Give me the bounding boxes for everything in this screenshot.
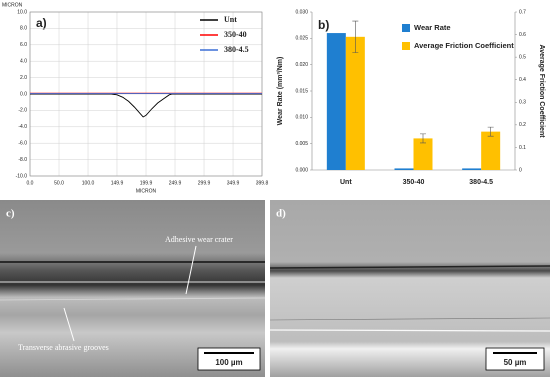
- x-tick-label: 299.9: [198, 180, 211, 186]
- sem-background: [0, 200, 265, 377]
- y2-tick-label: 0.3: [519, 100, 526, 106]
- y2-tick-label: 0.6: [519, 32, 526, 38]
- x-tick-label: 149.9: [111, 180, 124, 186]
- x-tick-label: 349.9: [227, 180, 240, 186]
- groove: [269, 317, 550, 321]
- x-tick-label: Unt: [340, 179, 352, 186]
- y-tick-label: 0.000: [295, 167, 308, 173]
- y2-tick-label: 0.1: [519, 145, 526, 151]
- y-tick-label: -4.0: [18, 124, 27, 130]
- y2-tick-label: 0.4: [519, 77, 526, 83]
- y-tick-label: 2.0: [20, 75, 27, 81]
- sem-image-d: d) 50 µm: [269, 200, 550, 377]
- legend-label: Unt: [224, 15, 237, 24]
- y-tick-label: 0.025: [295, 36, 308, 42]
- error-bar: [487, 126, 494, 137]
- y2-tick-label: 0.2: [519, 122, 526, 128]
- y-tick-label: 4.0: [20, 59, 27, 65]
- y-tick-label: -10.0: [16, 173, 28, 179]
- sem-image-c: c) Adhesive wear crater Transverse abras…: [0, 200, 266, 377]
- legend-label: 350-40: [224, 30, 247, 39]
- x-tick-label: 0.0: [27, 180, 34, 186]
- scale-bar-label: 100 µm: [215, 358, 242, 367]
- scale-bar-label: 50 µm: [504, 358, 527, 367]
- y-tick-label: -6.0: [18, 141, 27, 147]
- y2-tick-label: 0: [519, 167, 522, 173]
- groove: [269, 329, 550, 332]
- y-tick-label: 0.015: [295, 88, 308, 94]
- y-tick-label: -8.0: [18, 157, 27, 163]
- x-tick-label: 350-40: [403, 179, 425, 186]
- x-axis-label: MICRON: [136, 188, 157, 194]
- legend-swatch: [402, 42, 410, 50]
- x-tick-label: 249.9: [169, 180, 182, 186]
- y-tick-label: 0.010: [295, 115, 308, 121]
- panel-label: c): [6, 208, 15, 220]
- y-tick-label: 8.0: [20, 26, 27, 32]
- legend-swatch: [402, 24, 410, 32]
- annotation: Adhesive wear crater: [165, 235, 233, 244]
- y2-axis-label: Average Friction Coefficient: [538, 44, 545, 138]
- legend-label: 380-4.5: [224, 45, 249, 54]
- y-tick-label: 0.005: [295, 141, 308, 147]
- y-axis-label: MICRON: [2, 2, 23, 8]
- bar: [481, 131, 501, 170]
- y2-tick-label: 0.7: [519, 9, 526, 15]
- error-bar: [352, 20, 359, 53]
- error-bar: [420, 133, 426, 144]
- arrow: [63, 307, 75, 342]
- y-tick-label: 10.0: [17, 9, 27, 15]
- y-tick-label: 0.020: [295, 62, 308, 68]
- x-tick-label: 199.9: [140, 180, 153, 186]
- x-tick-label: 399.8: [256, 180, 269, 186]
- groove: [269, 265, 550, 269]
- y-axis-label: Wear Rate (mm³/Nm): [277, 57, 284, 126]
- x-tick-label: 380-4.5: [469, 179, 493, 186]
- y-tick-label: 0.030: [295, 9, 308, 15]
- y-tick-label: 6.0: [20, 42, 27, 48]
- bar: [462, 168, 482, 170]
- bar: [326, 33, 346, 170]
- legend-label: Average Friction Coefficient: [414, 41, 514, 50]
- x-tick-label: 50.0: [54, 180, 64, 186]
- y-tick-label: -2.0: [18, 108, 27, 114]
- bar: [345, 36, 365, 171]
- y2-tick-label: 0.5: [519, 54, 526, 60]
- panel-label: b): [318, 18, 329, 32]
- bar: [413, 138, 433, 170]
- legend-label: Wear Rate: [414, 23, 451, 32]
- bar: [394, 168, 414, 170]
- annotation: Transverse abrasive grooves: [18, 343, 109, 352]
- sem-background: [270, 200, 550, 377]
- panel-label: d): [276, 208, 286, 220]
- groove: [0, 297, 266, 301]
- arrow: [185, 245, 197, 295]
- y-tick-label: 0.0: [20, 91, 27, 97]
- panel-label: a): [36, 16, 47, 30]
- x-tick-label: 100.0: [82, 180, 95, 186]
